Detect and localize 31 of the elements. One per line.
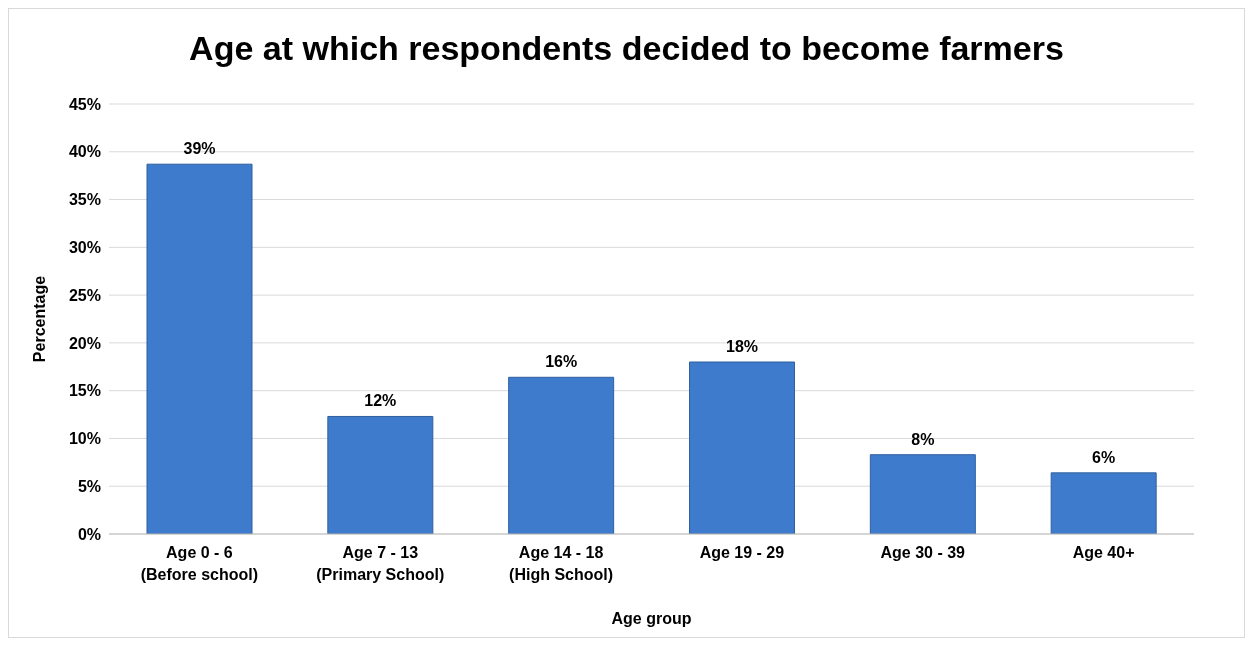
y-tick-label: 15% — [68, 382, 101, 400]
x-tick-label: Age 40+ — [1072, 544, 1135, 561]
bar — [869, 454, 976, 534]
data-label: 6% — [1092, 448, 1116, 466]
y-tick-label: 10% — [68, 430, 101, 448]
data-label: 8% — [911, 430, 935, 448]
data-label: 16% — [545, 353, 578, 371]
y-tick-label: 35% — [68, 191, 101, 209]
bar — [327, 415, 434, 534]
bar — [508, 376, 615, 534]
y-axis-title: Percentage — [30, 275, 48, 363]
chart-title: Age at which respondents decided to become farmers — [188, 29, 1065, 68]
x-tick-label: Age 30 - 39 — [880, 544, 966, 561]
bar — [689, 361, 795, 534]
y-tick-label: 30% — [68, 239, 101, 257]
x-tick-label: Age 7 - 13 (Primary School) — [316, 544, 445, 583]
y-tick-label: 45% — [68, 95, 101, 113]
data-label: 18% — [725, 338, 759, 355]
bar — [1050, 472, 1157, 534]
data-label: 12% — [364, 392, 397, 410]
y-tick-label: 20% — [68, 334, 101, 352]
y-tick-label: 5% — [77, 477, 101, 495]
x-axis-title: Age group — [611, 610, 692, 627]
x-tick-label: Age 14 - 18 (High School) — [509, 544, 614, 583]
y-tick-label: 25% — [68, 286, 101, 304]
data-label: 39% — [183, 140, 216, 158]
bar — [146, 163, 253, 534]
y-tick-label: 0% — [77, 525, 101, 543]
x-tick-label: Age 0 - 6 (Before school) — [140, 544, 259, 583]
y-tick-label: 40% — [68, 143, 101, 161]
x-tick-label: Age 19 - 29 — [699, 544, 785, 561]
